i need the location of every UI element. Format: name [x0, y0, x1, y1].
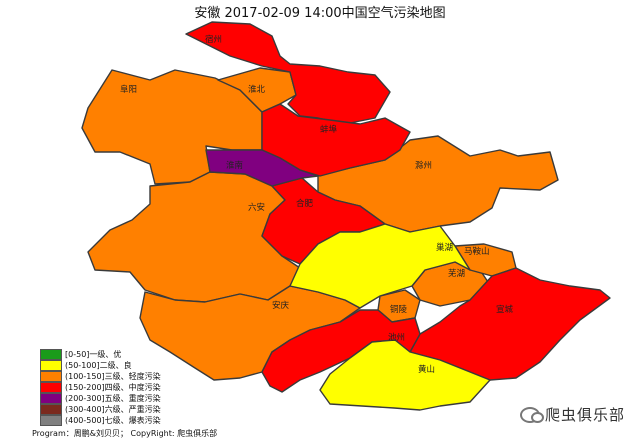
label-maanshan: 马鞍山	[464, 246, 490, 257]
label-tongling: 铜陵	[390, 304, 408, 315]
label-bengbu: 蚌埠	[320, 124, 338, 135]
wechat-icon	[520, 406, 544, 423]
legend-item: (100-150]三级、轻度污染	[40, 371, 161, 382]
region-chaohu[interactable]	[289, 223, 471, 309]
legend-swatch	[40, 360, 62, 371]
label-chaohu: 巢湖	[436, 242, 453, 253]
label-anqing: 安庆	[272, 300, 290, 311]
watermark: 爬虫俱乐部	[520, 404, 625, 425]
label-wuhu: 芜湖	[448, 268, 465, 279]
region-xuancheng[interactable]	[409, 267, 611, 381]
region-huaibei[interactable]	[217, 67, 297, 113]
legend-label: (200-300]五级、重度污染	[65, 394, 161, 403]
label-luan: 六安	[248, 202, 265, 213]
legend-item: (300-400]六级、严重污染	[40, 404, 161, 415]
legend-item: [0-50]一级、优	[40, 349, 161, 360]
footer-credit: Program：周鹏&刘贝贝； CopyRight: 爬虫俱乐部	[32, 429, 218, 438]
label-huainan: 淮南	[226, 160, 243, 171]
legend-label: (150-200]四级、中度污染	[65, 383, 161, 392]
label-chizhou: 池州	[388, 332, 405, 343]
label-hefei: 合肥	[296, 198, 314, 209]
legend-swatch	[40, 349, 62, 360]
legend-item: (50-100]二级、良	[40, 360, 161, 371]
legend-label: (100-150]三级、轻度污染	[65, 372, 161, 381]
region-huangshan[interactable]	[319, 339, 491, 411]
legend-label: (300-400]六级、严重污染	[65, 405, 161, 414]
legend-label: (50-100]二级、良	[65, 361, 132, 370]
legend-item: (400-500]七级、爆表污染	[40, 415, 161, 426]
region-fuyang[interactable]	[81, 69, 263, 185]
map-title: 安徽 2017-02-09 14:00中国空气污染地图	[194, 6, 446, 21]
watermark-text: 爬虫俱乐部	[545, 406, 626, 424]
legend-swatch	[40, 371, 62, 382]
legend-item: (150-200]四级、中度污染	[40, 382, 161, 393]
legend-swatch	[40, 382, 62, 393]
label-xuancheng: 宣城	[496, 304, 514, 315]
label-huaibei: 淮北	[248, 84, 266, 95]
region-suzhou[interactable]	[185, 21, 391, 125]
legend-swatch	[40, 393, 62, 404]
label-huangshan: 黄山	[418, 364, 435, 375]
legend-item: (200-300]五级、重度污染	[40, 393, 161, 404]
label-suzhou: 宿州	[205, 34, 222, 45]
legend-label: (400-500]七级、爆表污染	[65, 416, 161, 425]
legend-swatch	[40, 415, 62, 426]
legend-swatch	[40, 404, 62, 415]
label-chuzhou: 滁州	[415, 160, 432, 171]
legend-label: [0-50]一级、优	[65, 350, 122, 359]
legend: [0-50]一级、优 (50-100]二级、良 (100-150]三级、轻度污染…	[40, 349, 161, 426]
label-fuyang: 阜阳	[120, 84, 137, 95]
region-huainan[interactable]	[205, 149, 319, 187]
